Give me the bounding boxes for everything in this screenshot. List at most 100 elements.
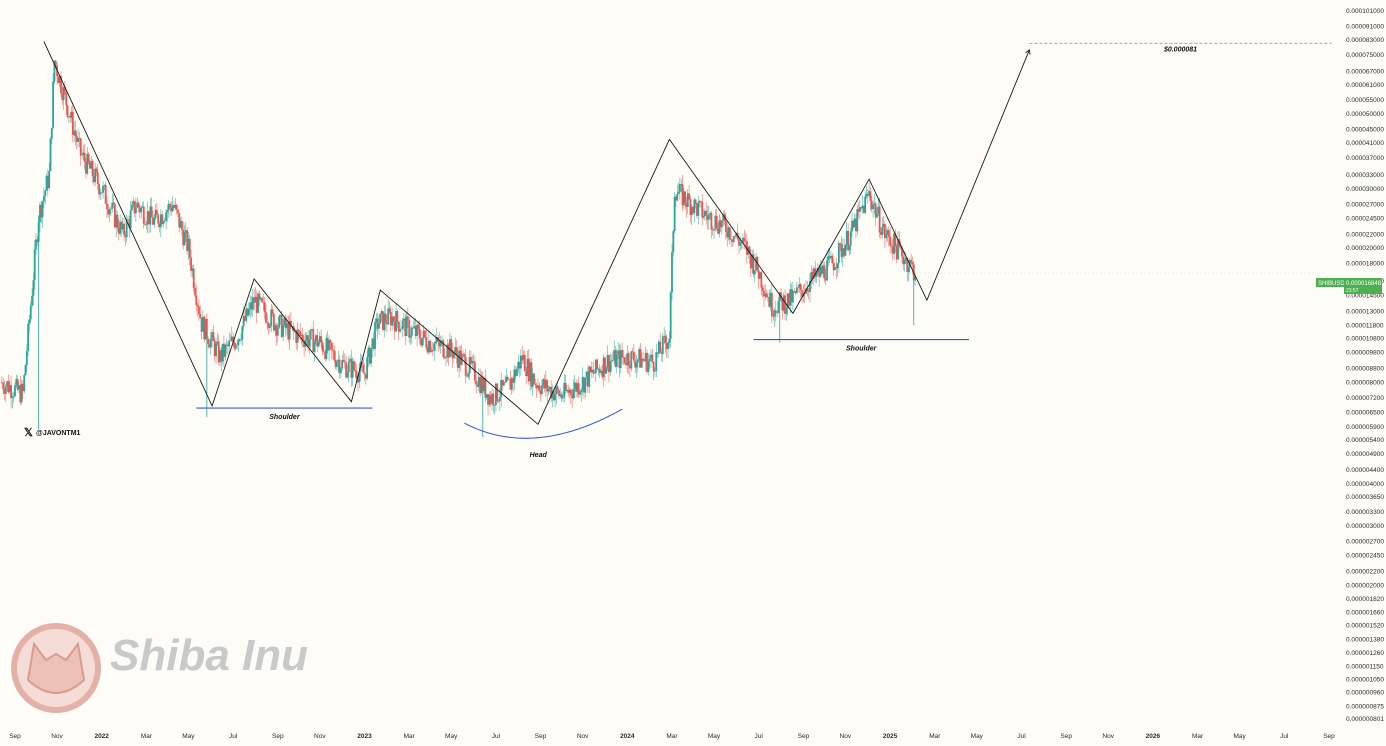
candle-body: [148, 211, 150, 225]
candle-body: [803, 293, 806, 294]
candle-body: [141, 206, 144, 208]
candle-body: [253, 297, 256, 303]
candle-body: [726, 231, 729, 238]
candle-body: [677, 191, 680, 194]
candle-body: [784, 295, 786, 314]
y-tick-label: 0.000006500: [1346, 410, 1384, 417]
candle-body: [125, 219, 128, 238]
candle-body: [742, 237, 744, 243]
candle-body: [334, 359, 337, 368]
candle-body: [544, 380, 547, 389]
candle-body: [539, 390, 542, 395]
candle-body: [123, 223, 125, 235]
candle-body: [584, 377, 587, 393]
candle-body: [96, 172, 99, 185]
candle-body: [204, 318, 207, 340]
candle-body: [12, 396, 15, 398]
candle-body: [895, 246, 898, 260]
candle-body: [311, 329, 313, 330]
candle-body: [860, 207, 863, 209]
candle-body: [316, 335, 319, 347]
x-tick-label: Nov: [840, 733, 852, 740]
x-tick-label: 2025: [883, 733, 898, 740]
candle-body: [623, 357, 626, 364]
candle-body: [809, 280, 811, 292]
candle-body: [43, 196, 45, 202]
candle-body: [384, 313, 387, 323]
y-tick-label: 0.000101000: [1346, 8, 1384, 15]
x-tick-label: 2023: [357, 733, 372, 740]
time-axis[interactable]: Sep Nov 2022 Mar May Jul Sep Nov 2023 Mar May Jul Se…: [9, 733, 1335, 740]
candle-body: [592, 369, 595, 374]
y-tick-label: 0.000003300: [1346, 509, 1384, 516]
candle-body: [221, 343, 224, 362]
candle-body: [789, 289, 792, 306]
y-tick-label: 0.000005400: [1346, 437, 1384, 444]
candle-body: [644, 352, 647, 362]
candle-body: [159, 214, 162, 228]
x-tick-label: Nov: [51, 733, 63, 740]
candle-body: [533, 373, 535, 385]
candle-body: [244, 316, 246, 321]
candle-body: [589, 366, 592, 373]
candle-body: [246, 308, 249, 316]
candle-body: [131, 204, 133, 211]
candle-body: [844, 244, 847, 256]
x-tick-label: Mar: [929, 733, 941, 740]
candle-body: [342, 360, 345, 362]
candle-body: [877, 206, 880, 214]
candle-body: [238, 339, 241, 341]
candle-body: [44, 190, 47, 197]
x-tick-label: Mar: [1192, 733, 1204, 740]
candle-body: [907, 267, 910, 272]
candle-body: [894, 233, 897, 246]
candle-body: [836, 263, 839, 269]
candle-body: [379, 313, 382, 324]
candle-body: [914, 276, 916, 281]
candle-body: [358, 371, 361, 383]
candle-body: [468, 357, 471, 374]
candle-body: [596, 359, 598, 369]
candle-body: [743, 237, 746, 241]
candle-body: [425, 336, 428, 348]
price-axis[interactable]: 0.000101000 0.000091000 0.000083000 0.00007…: [1346, 8, 1384, 723]
candle-body: [526, 358, 529, 376]
candle-body: [559, 394, 562, 397]
candle-body: [700, 201, 702, 202]
candle-body: [506, 376, 509, 380]
candle-body: [654, 370, 656, 372]
candle-body: [376, 318, 379, 329]
candle-body: [380, 311, 383, 314]
candle-body: [774, 310, 777, 313]
candle-body: [522, 354, 525, 361]
candle-body: [85, 161, 87, 174]
candle-body: [748, 246, 751, 255]
y-tick-label: 0.000001820: [1346, 596, 1384, 603]
candle-body: [782, 295, 785, 311]
candle-body: [668, 338, 671, 343]
candle-body: [39, 204, 41, 223]
candle-body: [269, 326, 271, 328]
y-tick-label: 0.000018000: [1346, 261, 1384, 268]
candle-body: [165, 212, 168, 221]
candle-body: [548, 386, 551, 390]
candle-body: [731, 239, 734, 242]
candle-body: [255, 296, 258, 313]
candle-body: [866, 194, 869, 196]
candle-body: [136, 202, 139, 208]
candle-body: [254, 296, 257, 303]
candle-body: [764, 293, 767, 297]
candle-body: [6, 381, 9, 387]
candle-body: [593, 373, 596, 374]
candle-body: [562, 397, 564, 399]
last-price-badge[interactable]: SHIBUSD 0.000016848 23:57: [1316, 278, 1382, 294]
candle-body: [99, 192, 102, 195]
candle-body: [156, 209, 158, 215]
candle-body: [565, 389, 568, 391]
x-tick-label: Sep: [798, 733, 810, 740]
candle-body: [146, 211, 149, 224]
candle-body: [66, 105, 69, 117]
y-tick-label: 0.000083000: [1346, 37, 1384, 44]
candle-body: [284, 318, 287, 329]
candle-body: [451, 349, 454, 359]
